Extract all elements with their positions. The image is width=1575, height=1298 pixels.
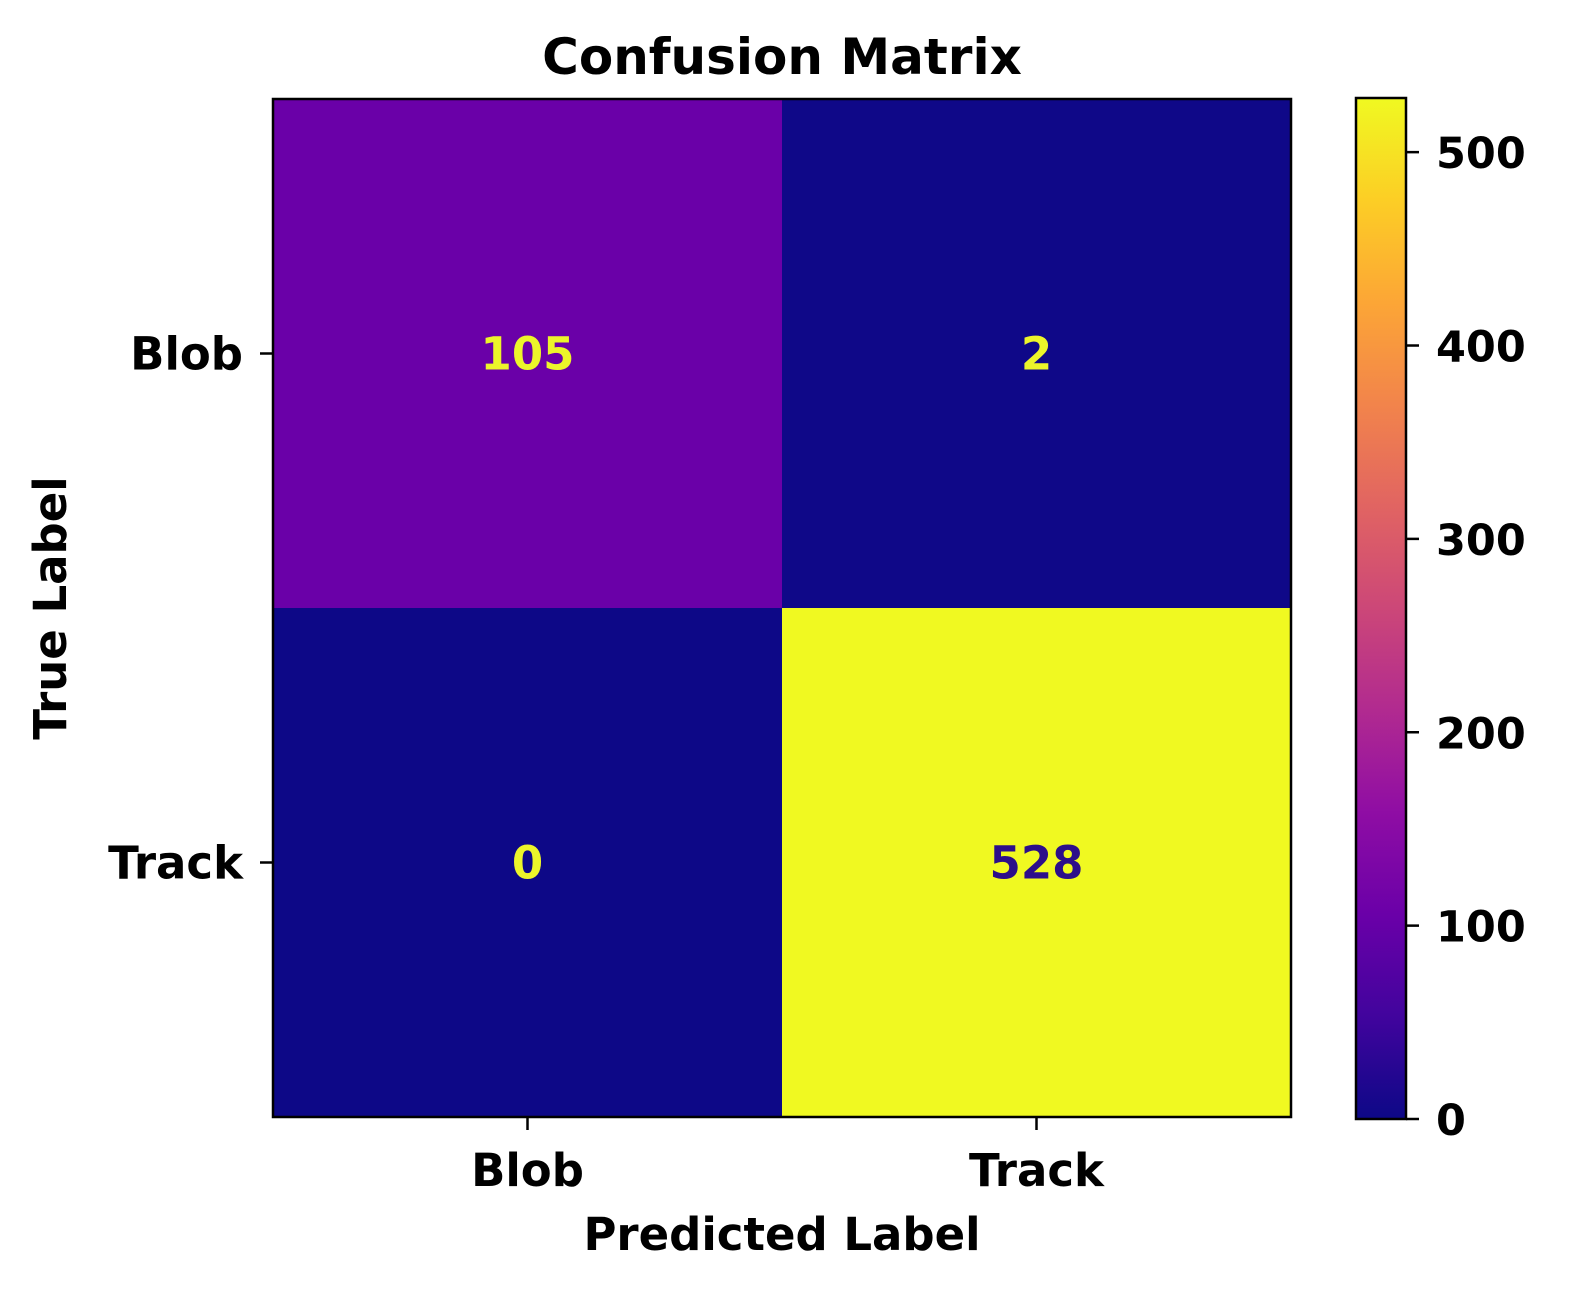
heatmap-cell: [273, 608, 783, 1118]
heatmap-cells: [273, 99, 1292, 1118]
cell-value-label: 528: [990, 837, 1084, 890]
colorbar: [1354, 96, 1408, 1121]
cell-value-label: 2: [1021, 328, 1052, 381]
x-tick-label: Blob: [471, 1144, 584, 1197]
heatmap-cell: [273, 99, 783, 609]
x-axis-ticks: Blob Track: [471, 1117, 1105, 1197]
cell-value-label: 105: [481, 328, 575, 381]
cell-value-labels: 105 2 0 528: [481, 328, 1084, 890]
colorbar-tick-label: 100: [1436, 903, 1526, 953]
plot-frame: [271, 97, 1293, 1119]
y-axis-label: True Label: [24, 476, 77, 739]
y-tick-label: Track: [108, 837, 244, 890]
y-tick-label: Blob: [130, 328, 243, 381]
heatmap-cell: [782, 608, 1292, 1118]
colorbar-tick-label: 0: [1436, 1096, 1466, 1146]
cell-value-label: 0: [512, 837, 543, 890]
colorbar-tick-label: 200: [1436, 709, 1526, 759]
colorbar-ticks: 0 100 200 300 400 500: [1406, 129, 1526, 1146]
colorbar-tick-label: 400: [1436, 323, 1526, 373]
x-tick-label: Track: [969, 1144, 1105, 1197]
colorbar-tick-label: 500: [1436, 129, 1526, 179]
heatmap-cell: [782, 99, 1292, 609]
x-axis-label: Predicted Label: [583, 1208, 980, 1261]
chart-title: Confusion Matrix: [542, 28, 1022, 86]
y-axis-ticks: Blob Track: [108, 328, 273, 890]
colorbar-tick-label: 300: [1436, 516, 1526, 566]
